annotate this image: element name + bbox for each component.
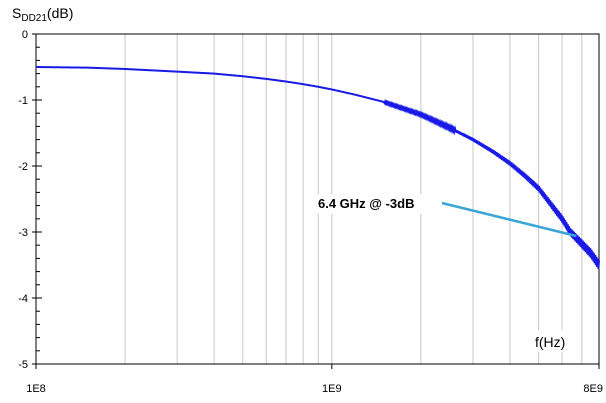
- annotation-label: 6.4 GHz @ -3dB: [318, 196, 414, 211]
- y-ticks: 0 -1 -2 -3 -4 -5: [18, 29, 42, 371]
- x-tick-label: 1E9: [322, 383, 342, 395]
- x-tick-label: 8E9: [583, 383, 603, 395]
- y-tick-label: -3: [18, 227, 28, 239]
- y-tick-label: -1: [18, 95, 28, 107]
- y-axis-label-unit: (dB): [47, 5, 73, 21]
- y-tick-label: 0: [22, 29, 28, 41]
- y-axis-label-sub: DD21: [21, 13, 47, 24]
- plot-border: [35, 33, 600, 365]
- x-ticks: 1E8 1E9 8E9: [26, 364, 603, 395]
- y-tick-label: -2: [18, 161, 28, 173]
- grid-lines: [124, 34, 583, 364]
- x-tick-label: 1E8: [26, 383, 46, 395]
- y-axis-label-main: S: [12, 5, 21, 21]
- y-tick-label: -5: [18, 359, 28, 371]
- y-axis-label: SDD21(dB): [12, 5, 73, 24]
- series-line: [35, 66, 600, 269]
- plot-frame: [35, 33, 600, 365]
- annotation-background: [312, 194, 440, 214]
- x-axis-label-background: [530, 330, 578, 352]
- x-axis-label: f(Hz): [535, 334, 565, 350]
- y-tick-label: -4: [18, 293, 28, 305]
- series-layer: [35, 66, 600, 269]
- annotation-leader-line: [441, 201, 577, 238]
